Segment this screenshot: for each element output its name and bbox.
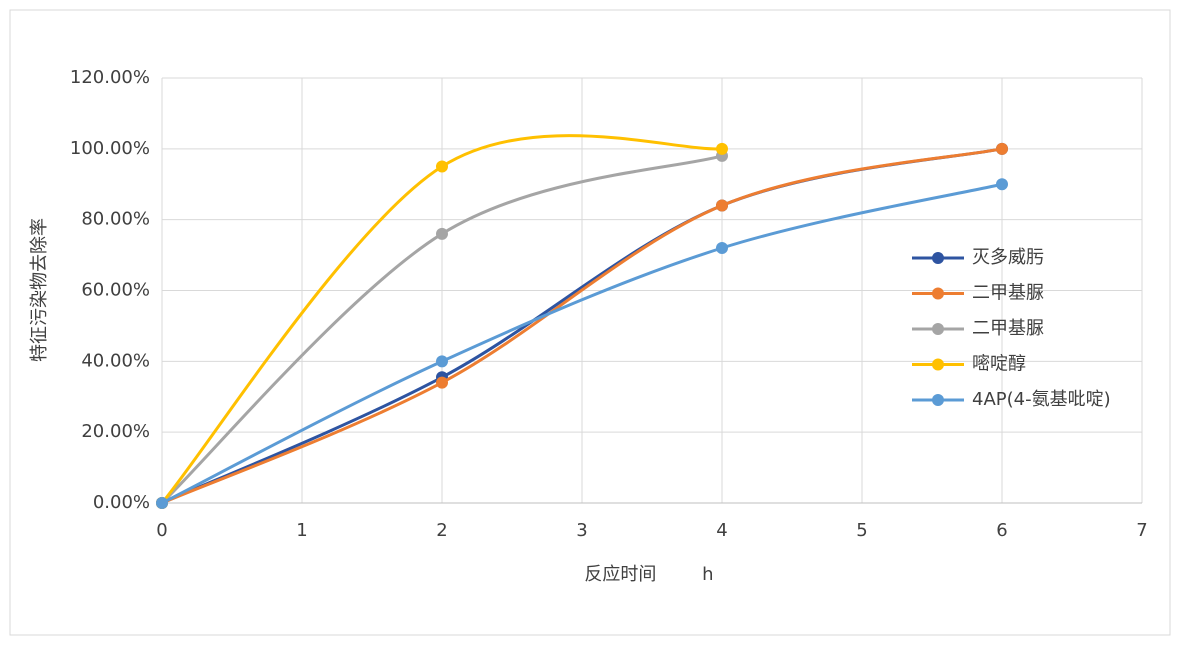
data-point [716,142,728,155]
legend-label: 嘧啶醇 [972,354,1026,375]
data-point [436,227,448,240]
legend-label: 灭多威肟 [972,247,1044,268]
legend-marker [932,252,944,264]
x-tick-label: 4 [716,520,727,541]
data-point [716,199,728,212]
x-tick-label: 3 [576,520,587,541]
series-line [160,134,723,504]
legend-marker [932,358,944,371]
x-axis-label: 反应时间 h [584,564,713,585]
x-tick-label: 2 [436,520,447,541]
y-tick-label: 60.00% [81,280,150,301]
x-tick-label: 5 [856,520,867,541]
series-line [161,182,1003,505]
x-tick-label: 7 [1136,520,1147,541]
y-tick-label: 40.00% [81,350,150,371]
x-tick-label: 6 [996,520,1007,541]
series-line [161,147,1003,505]
y-tick-label: 20.00% [81,421,150,442]
x-tick-label: 0 [156,520,167,541]
y-tick-label: 100.00% [70,138,150,159]
x-tick-label: 1 [296,520,307,541]
y-tick-label: 120.00% [70,67,150,88]
data-point [436,376,448,389]
data-point [156,497,168,509]
y-axis-label: 特征污染物去除率 [29,218,50,362]
data-point [436,160,448,173]
legend-label: 二甲基脲 [972,283,1044,304]
legend-marker [932,323,944,335]
legend-marker [932,394,944,406]
y-tick-label: 80.00% [81,209,150,230]
data-point [436,355,448,368]
legend-label: 二甲基脲 [972,318,1044,339]
chart-border [9,9,1171,636]
data-point [716,242,728,254]
data-point [996,178,1008,191]
y-tick-label: 0.00% [93,492,150,513]
data-point [996,142,1008,155]
legend-marker [932,287,944,300]
legend-label: 4AP(4-氨基吡啶) [972,389,1111,410]
